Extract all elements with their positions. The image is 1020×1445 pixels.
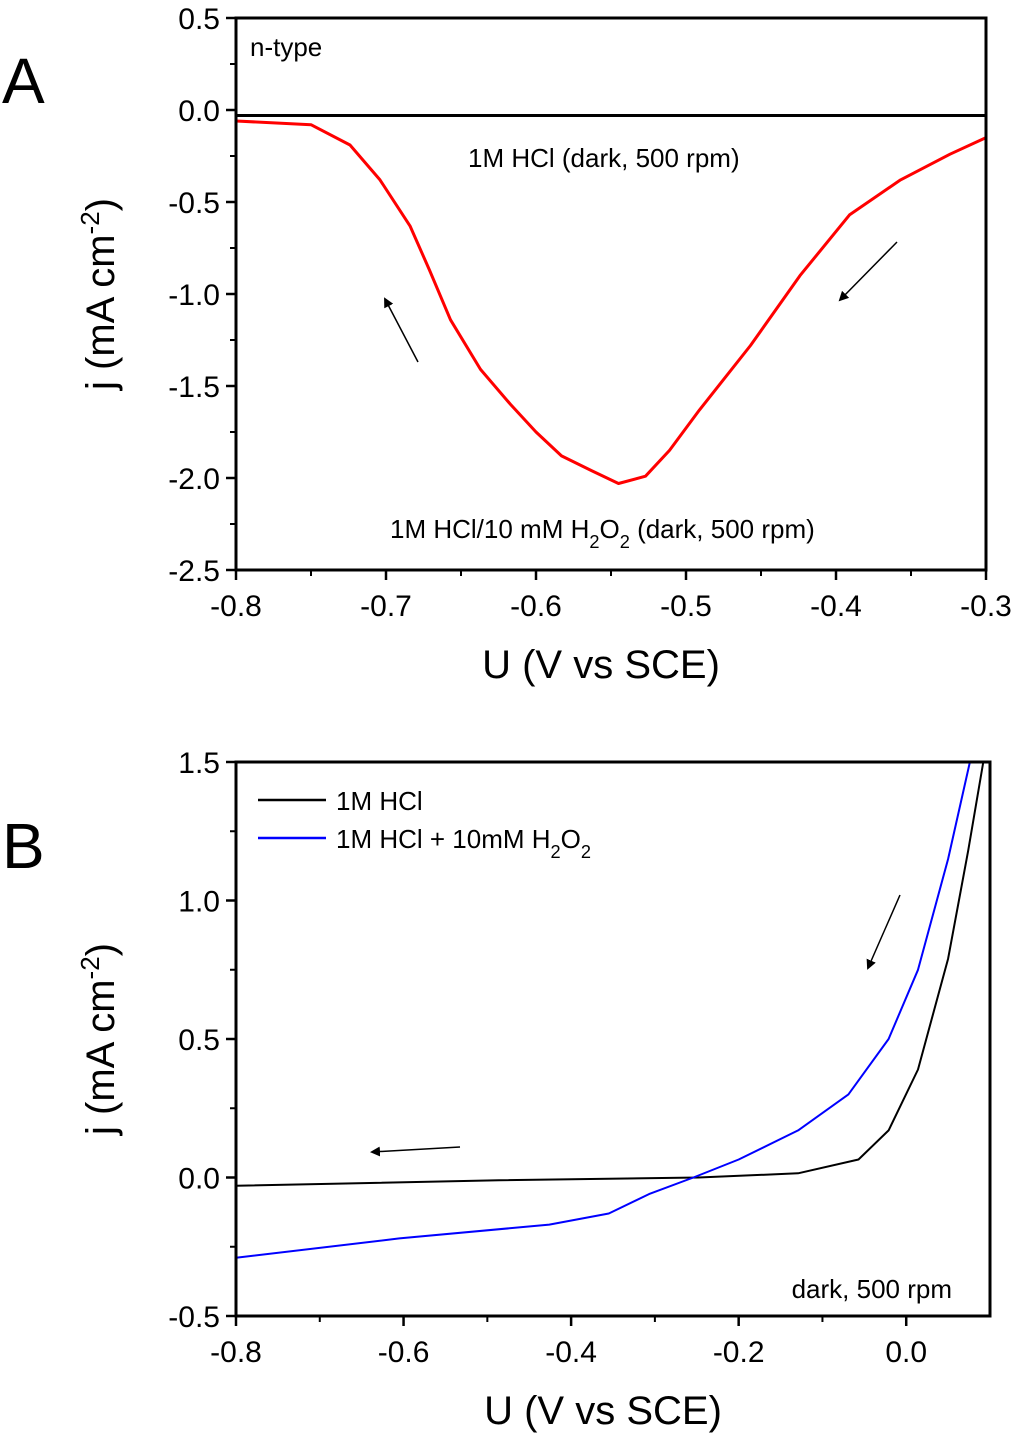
x-tick-label: 0.0	[885, 1336, 927, 1369]
condition-label: dark, 500 rpm	[792, 1274, 952, 1304]
x-axis-label: U (V vs SCE)	[484, 1389, 722, 1433]
y-tick-label: -0.5	[168, 1301, 220, 1334]
y-tick-label: 1.5	[178, 747, 220, 780]
subscript: 2	[581, 842, 591, 862]
red-curve-label: 1M HCl/10 mM H2O2 (dark, 500 rpm)	[390, 514, 815, 552]
panel-label-b: B	[2, 810, 45, 882]
x-tick-label: -0.5	[660, 590, 712, 623]
y-tick-label: -2.0	[168, 463, 220, 496]
series-line-1	[235, 761, 971, 1259]
superscript: -2	[75, 956, 105, 979]
subscript: 2	[551, 842, 561, 862]
x-tick-label: -0.6	[510, 590, 562, 623]
scan-direction-arrow	[866, 894, 901, 970]
x-tick-label: -0.7	[360, 590, 412, 623]
x-tick-label: -0.2	[713, 1336, 765, 1369]
y-axis-label: j (mA cm-2)	[75, 198, 123, 391]
y-tick-label: -1.5	[168, 371, 220, 404]
x-axis-label: U (V vs SCE)	[482, 643, 720, 687]
black-curve-label: 1M HCl (dark, 500 rpm)	[468, 143, 740, 173]
x-tick-label: -0.8	[210, 1336, 262, 1369]
panel-b: -0.8 -0.6 -0.4 -0.2 0.0 1.5 1.0 0.5 0.0 -0.5 U (V …	[75, 747, 992, 1433]
y-tick-label: 0.5	[178, 3, 220, 36]
legend-label: 1M HCl + 10mM H2O2	[336, 824, 591, 862]
x-tick-label: -0.4	[810, 590, 862, 623]
panel-label-a: A	[2, 45, 45, 117]
n-type-label: n-type	[250, 32, 322, 62]
y-tick-label: -1.0	[168, 279, 220, 312]
y-tick-label: -2.5	[168, 555, 220, 588]
subscript: 2	[589, 532, 599, 552]
y-tick-label: -0.5	[168, 187, 220, 220]
scan-direction-arrow	[384, 297, 419, 363]
text-part: O	[561, 824, 581, 854]
y-tick-label: 0.0	[178, 1163, 220, 1196]
text-part: 1M HCl + 10mM H	[336, 824, 551, 854]
superscript: -2	[75, 211, 105, 234]
text-part: )	[79, 198, 123, 211]
y-tick-label: 0.5	[178, 1024, 220, 1057]
x-tick-label: -0.8	[210, 590, 262, 623]
series-line-1	[235, 119, 987, 485]
plot-frame	[234, 16, 988, 572]
scan-direction-arrow	[838, 241, 898, 302]
x-tick-label: -0.4	[545, 1336, 597, 1369]
scan-direction-arrow	[370, 1146, 461, 1157]
y-axis-label: j (mA cm-2)	[75, 943, 123, 1136]
subscript: 2	[620, 532, 630, 552]
text-part: )	[79, 943, 123, 956]
text-part: j (mA cm	[79, 234, 123, 391]
text-part: 1M HCl	[336, 786, 423, 816]
x-tick-label: -0.3	[960, 590, 1012, 623]
legend-label: 1M HCl	[336, 786, 423, 816]
text-part: (dark, 500 rpm)	[630, 514, 815, 544]
y-tick-label: 1.0	[178, 886, 220, 919]
y-tick-label: 0.0	[178, 95, 220, 128]
series-line-0	[235, 761, 985, 1187]
panel-a: -0.8 -0.7 -0.6 -0.5 -0.4 -0.3 0.5 0.0 -0.5 -1.0 -1…	[75, 3, 1012, 687]
x-tick-label: -0.6	[378, 1336, 430, 1369]
text-part: O	[599, 514, 619, 544]
text-part: j (mA cm	[79, 979, 123, 1136]
text-part: 1M HCl/10 mM H	[390, 514, 589, 544]
